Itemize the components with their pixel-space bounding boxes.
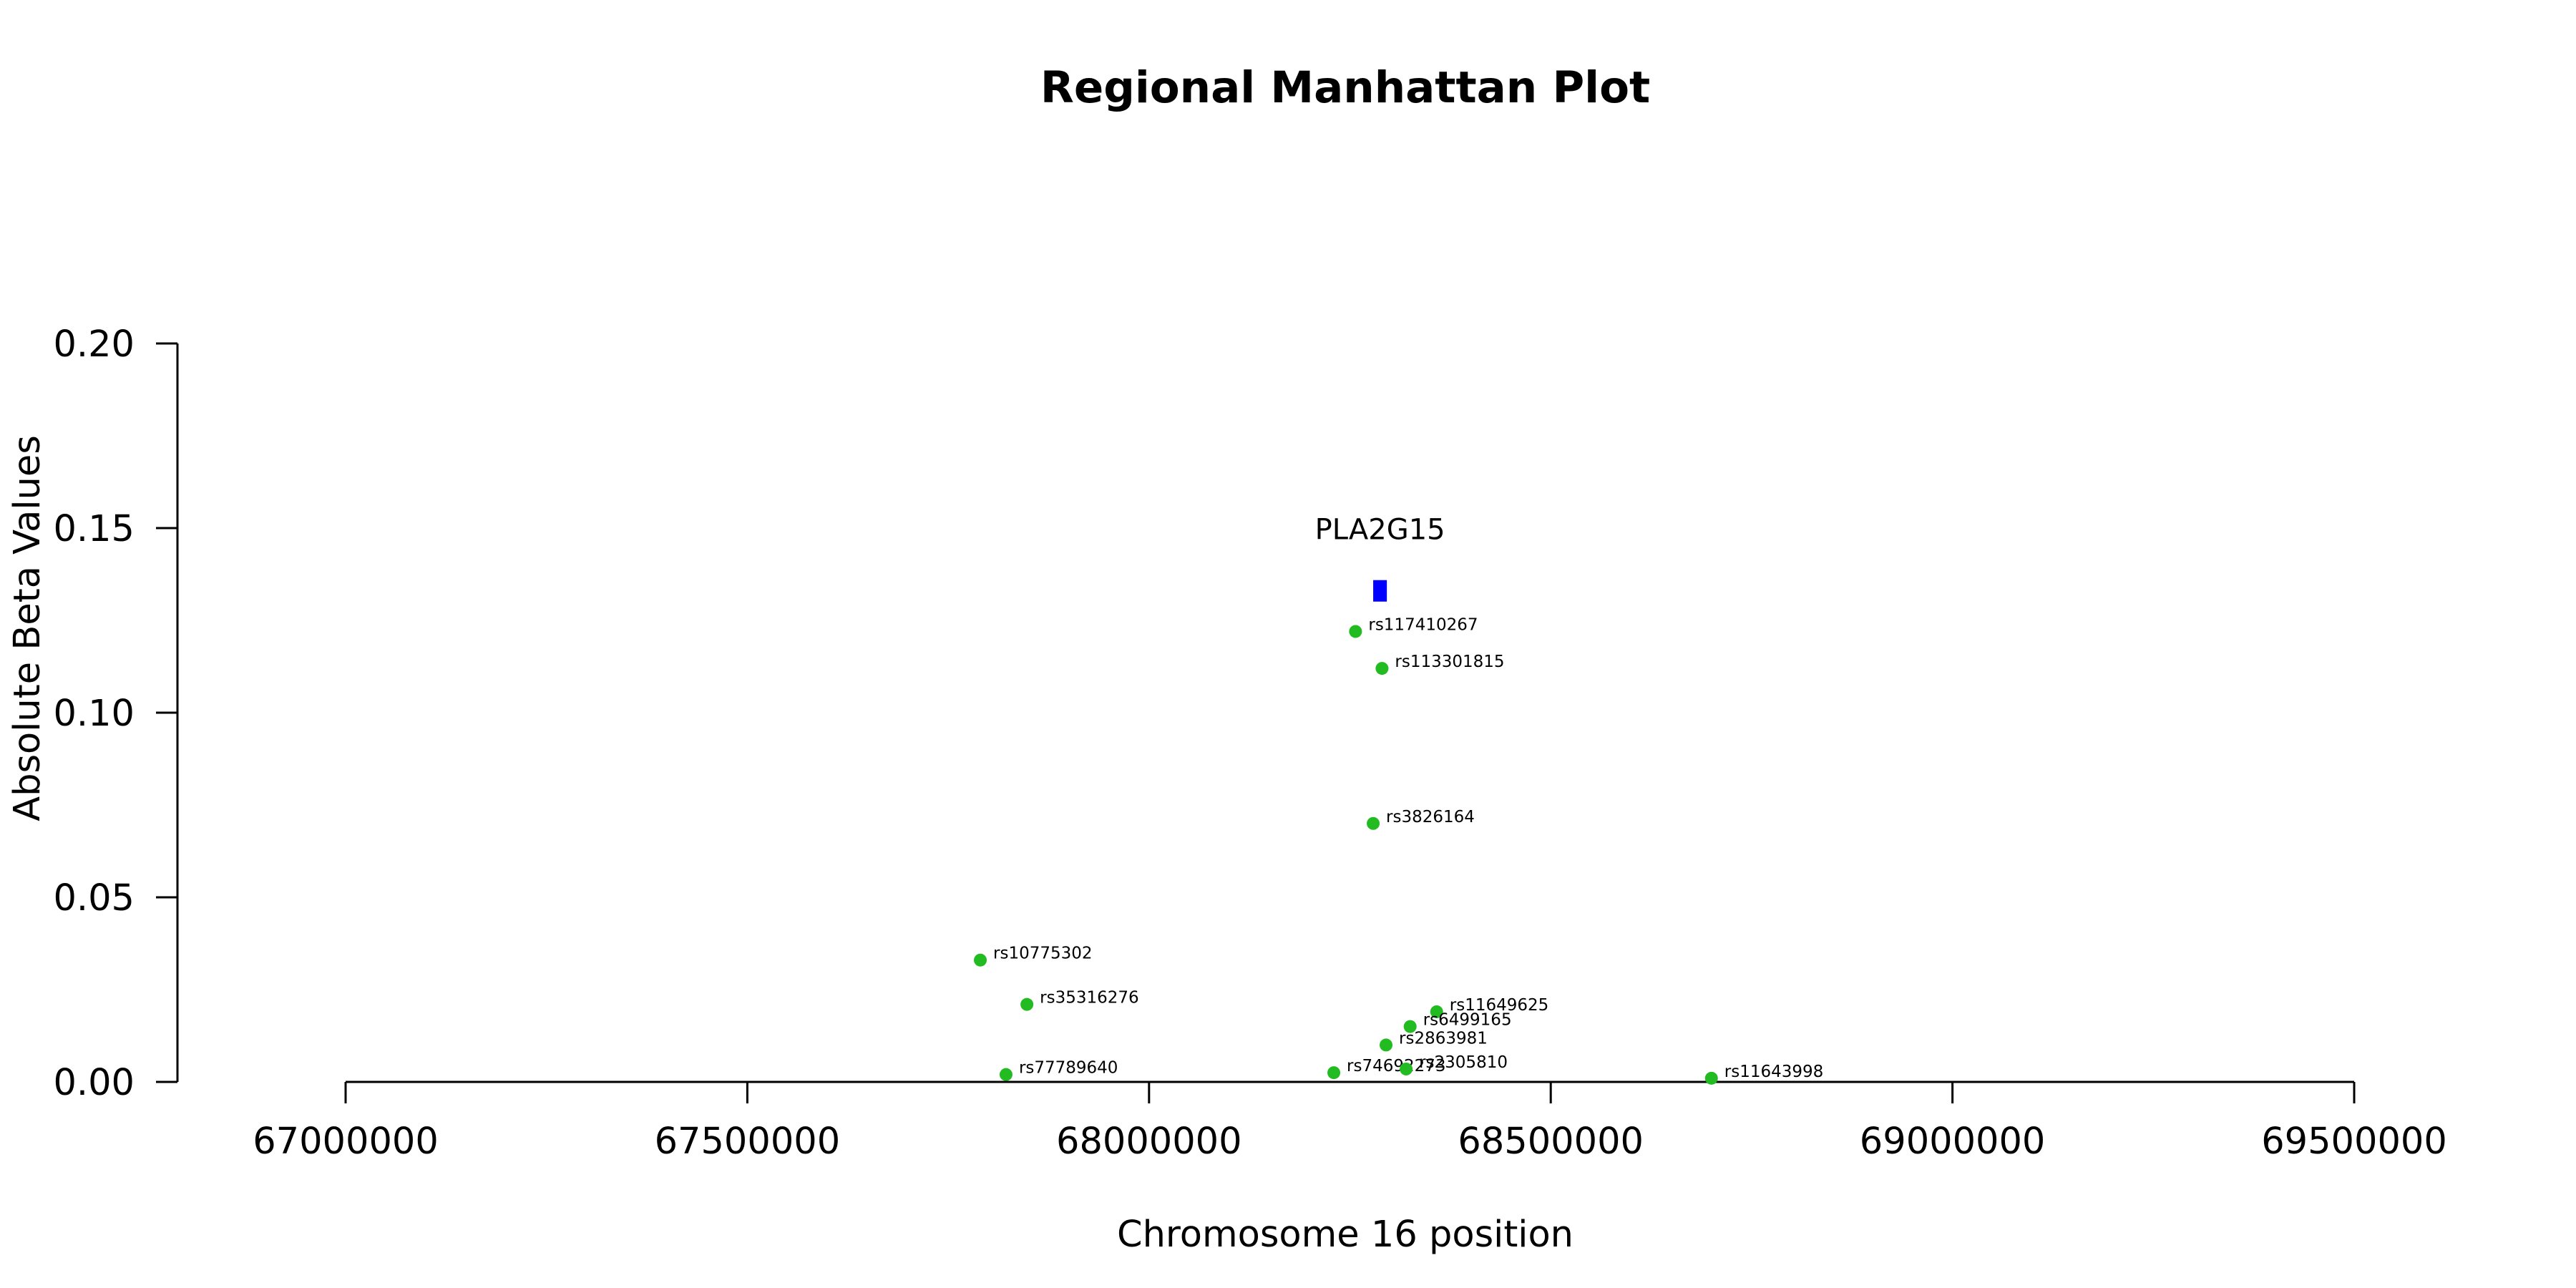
x-tick-label: 67500000 [655,1121,841,1163]
snp-point [1349,625,1362,638]
y-tick-label: 0.00 [53,1062,135,1104]
chart-title: Regional Manhattan Plot [1040,62,1650,113]
snp-point [1380,1038,1393,1052]
snp-point [1400,1062,1413,1075]
snp-label: rs74692273 [1347,1057,1446,1075]
snp-point [1704,1071,1718,1085]
y-axis-label: Absolute Beta Values [6,435,49,821]
snp-label: rs113301815 [1395,653,1504,671]
snp-label: rs10775302 [993,945,1093,963]
snp-points: rs117410267 rs113301815 rs3826164 rs1077530… [974,615,1824,1085]
gene-label: PLA2G15 [1315,514,1445,547]
snp-point [999,1068,1013,1081]
x-axis: 67000000 67500000 68000000 68500000 69000000… [253,1080,2447,1163]
y-axis: 0.00 0.05 0.10 0.15 0.20 [53,323,179,1104]
snp-label: rs3826164 [1386,808,1475,826]
snp-label: rs11649625 [1450,996,1549,1015]
x-tick-label: 68000000 [1056,1121,1242,1163]
x-tick-label: 69500000 [2261,1121,2447,1163]
snp-label: rs11643998 [1724,1063,1824,1081]
snp-label: rs77789640 [1019,1059,1118,1078]
x-tick-label: 68500000 [1458,1121,1644,1163]
x-tick-label: 67000000 [253,1121,439,1163]
y-tick-label: 0.05 [53,877,135,919]
gene-track: PLA2G15 [1315,514,1445,602]
y-tick-label: 0.10 [53,693,135,735]
x-axis-label: Chromosome 16 position [1117,1214,1574,1256]
y-tick-label: 0.20 [53,323,135,366]
snp-label: rs35316276 [1040,989,1139,1008]
snp-point [1327,1066,1341,1080]
snp-label: rs2863981 [1399,1029,1488,1048]
y-tick-label: 0.15 [53,508,135,550]
snp-point [1020,997,1034,1011]
gene-block [1373,580,1387,602]
snp-point [1430,1005,1443,1018]
snp-point [1403,1020,1417,1033]
snp-point [1367,816,1380,830]
snp-label: rs117410267 [1368,615,1478,634]
snp-point [974,953,987,967]
snp-label: rs2305810 [1419,1053,1508,1072]
x-tick-label: 69000000 [1860,1121,2046,1163]
snp-point [1375,662,1389,675]
snp-label: rs6499165 [1423,1011,1512,1030]
